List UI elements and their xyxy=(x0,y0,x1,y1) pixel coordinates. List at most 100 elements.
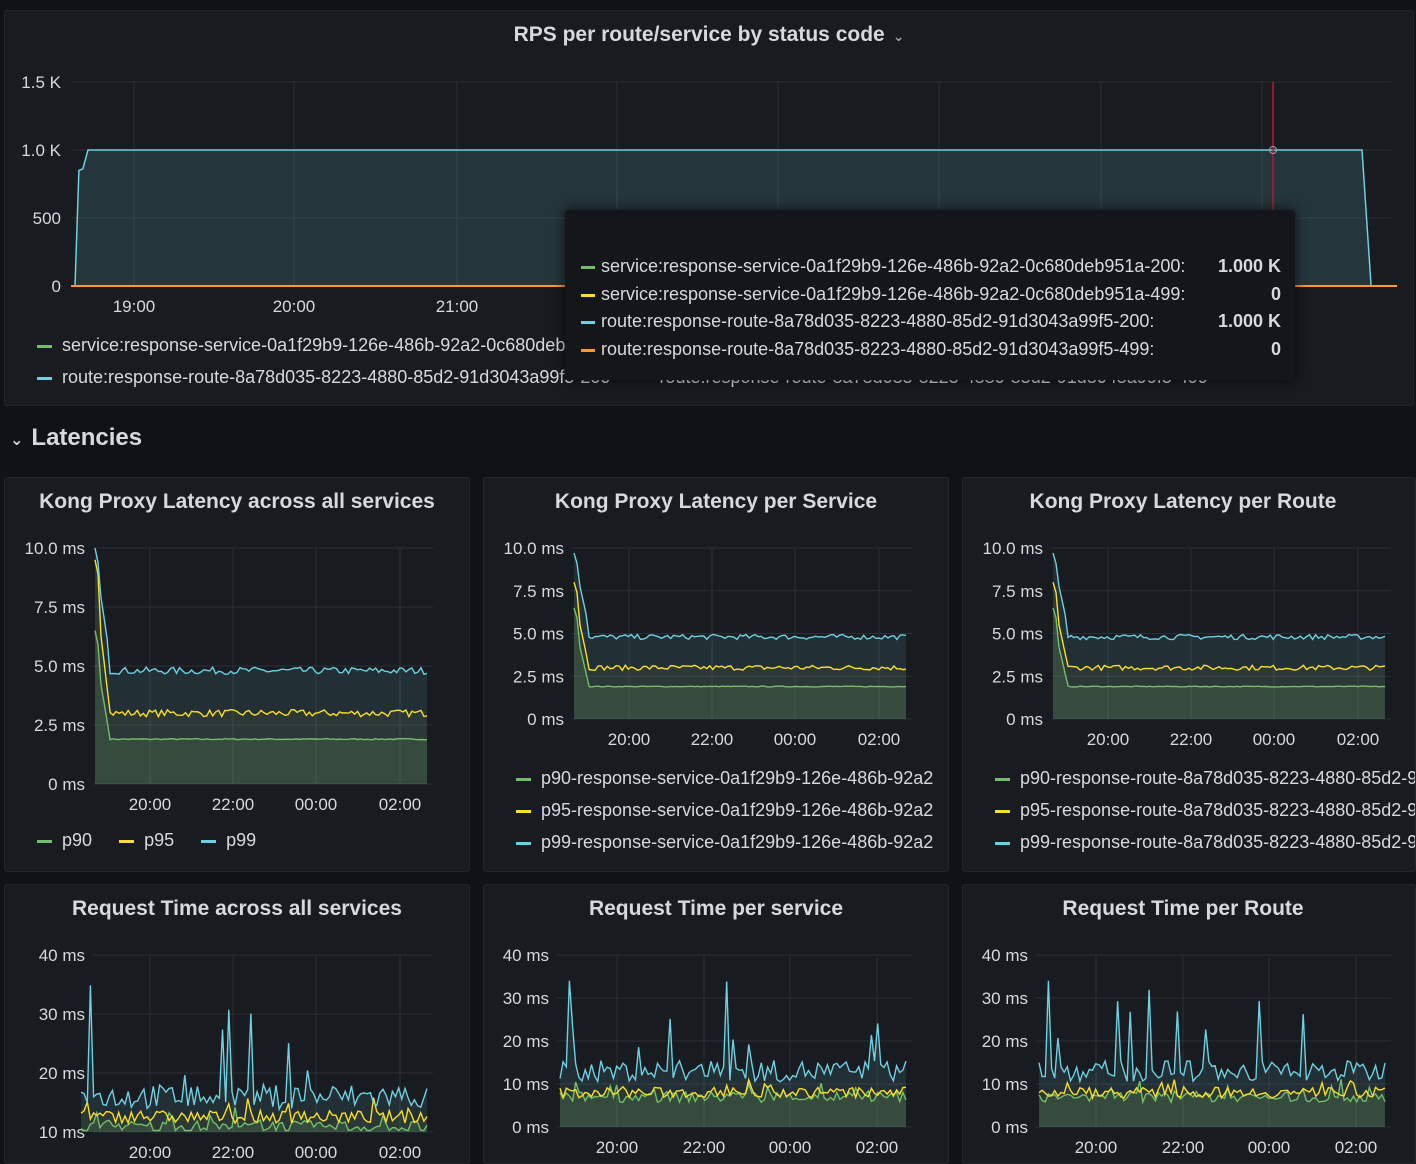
request-time-chart[interactable]: 40 ms 30 ms 20 ms 10 ms 20:00 22:00 00:00 02:00 xyxy=(5,885,470,1164)
series-area xyxy=(1053,607,1385,719)
y-tick-label: 7.5 ms xyxy=(513,582,564,601)
legend-item[interactable]: p90-response-service-0a1f29b9-126e-486b-… xyxy=(516,762,933,794)
y-tick-label: 5.0 ms xyxy=(992,625,1043,644)
legend-swatch xyxy=(201,839,217,843)
y-tick-label: 7.5 ms xyxy=(34,598,85,617)
series-area xyxy=(1039,980,1385,1127)
x-tick-label: 20:00 xyxy=(608,730,651,749)
panel-title[interactable]: Request Time per service xyxy=(588,897,844,920)
latency-panel-route: Kong Proxy Latency per Route 10.0 ms 7.5 … xyxy=(962,477,1416,872)
y-tick-label: 5.0 ms xyxy=(34,657,85,676)
series-area xyxy=(560,980,906,1127)
series-line xyxy=(1038,980,1386,1084)
panel-title[interactable]: RPS per route/service by status code ⌄ xyxy=(513,23,905,46)
y-tick-label: 1.0 K xyxy=(21,141,61,160)
y-tick-label: 10 ms xyxy=(39,1123,85,1142)
panel-title[interactable]: Request Time across all services xyxy=(72,897,402,920)
tooltip-swatch xyxy=(581,293,595,297)
x-tick-label: 02:00 xyxy=(379,1143,422,1162)
legend-item[interactable]: p99-response-route-8a78d035-8223-4880-85… xyxy=(995,826,1415,858)
series-line xyxy=(559,1081,907,1104)
legend-item[interactable]: p95 xyxy=(119,830,174,851)
series-area xyxy=(95,559,427,784)
x-tick-label: 19:00 xyxy=(113,297,156,316)
tooltip-swatch xyxy=(581,320,595,324)
request-time-chart[interactable]: 40 ms 30 ms 20 ms 10 ms 0 ms 20:00 22:00 00:00 0… xyxy=(484,885,949,1164)
legend-item[interactable]: p99 xyxy=(201,830,256,851)
hover-point xyxy=(1269,146,1277,154)
series-area xyxy=(81,985,427,1132)
x-tick-label: 00:00 xyxy=(295,795,338,814)
y-tick-label: 0 ms xyxy=(48,775,85,794)
y-tick-label: 20 ms xyxy=(503,1032,549,1051)
request-time-chart[interactable]: 40 ms 30 ms 20 ms 10 ms 0 ms 20:00 22:00 00:00 0… xyxy=(963,885,1416,1164)
y-tick-label: 10.0 ms xyxy=(504,539,564,558)
series-line xyxy=(573,582,907,672)
series-area xyxy=(1039,1079,1385,1127)
x-tick-label: 00:00 xyxy=(295,1143,338,1162)
series-line xyxy=(94,547,428,676)
latency-legend: p90 p95 p99 xyxy=(37,830,278,851)
request-time-panel-all: Request Time across all services 40 ms 30… xyxy=(4,884,470,1164)
legend-item[interactable]: p90-response-route-8a78d035-8223-4880-85… xyxy=(995,762,1415,794)
series-line xyxy=(80,1097,428,1125)
y-tick-label: 10 ms xyxy=(503,1075,549,1094)
graph-tooltip: service:response-service-0a1f29b9-126e-4… xyxy=(565,210,1295,380)
y-tick-label: 500 xyxy=(33,209,61,228)
latency-chart[interactable]: 10.0 ms 7.5 ms 5.0 ms 2.5 ms 0 ms 20:00 22:00 0… xyxy=(5,478,470,872)
series-line xyxy=(559,1077,907,1100)
legend-swatch xyxy=(119,839,135,843)
panel-title[interactable]: Request Time per Route xyxy=(1062,897,1304,920)
legend-swatch xyxy=(37,344,52,348)
y-tick-label: 40 ms xyxy=(982,946,1028,965)
y-tick-label: 2.5 ms xyxy=(992,667,1043,686)
x-tick-label: 20:00 xyxy=(129,795,172,814)
x-tick-label: 00:00 xyxy=(1248,1138,1291,1157)
series-line xyxy=(1052,607,1386,688)
x-tick-label: 22:00 xyxy=(1170,730,1213,749)
series-line xyxy=(80,985,428,1112)
y-tick-label: 0 ms xyxy=(512,1118,549,1137)
latency-chart[interactable]: 10.0 ms 7.5 ms 5.0 ms 2.5 ms 0 ms 20:00 22:00 0… xyxy=(484,478,949,872)
series-line xyxy=(1052,582,1386,672)
series-line xyxy=(94,630,427,741)
y-tick-label: 30 ms xyxy=(39,1005,85,1024)
legend-swatch xyxy=(995,809,1010,813)
latency-legend: p90-response-route-8a78d035-8223-4880-85… xyxy=(995,762,1415,858)
legend-item[interactable]: p90 xyxy=(37,830,92,851)
latency-chart[interactable]: 10.0 ms 7.5 ms 5.0 ms 2.5 ms 0 ms 20:00 22:00 0… xyxy=(963,478,1416,872)
x-tick-label: 22:00 xyxy=(683,1138,726,1157)
y-tick-label: 7.5 ms xyxy=(992,582,1043,601)
x-tick-label: 22:00 xyxy=(691,730,734,749)
x-tick-label: 22:00 xyxy=(212,795,255,814)
panel-title[interactable]: Kong Proxy Latency per Service xyxy=(554,490,878,513)
legend-item[interactable]: service:response-service-0a1f29b9-126e-4… xyxy=(37,329,1208,361)
legend-item[interactable]: p95-response-service-0a1f29b9-126e-486b-… xyxy=(516,794,933,826)
panel-title[interactable]: Kong Proxy Latency per Route xyxy=(1029,490,1337,513)
series-area xyxy=(574,582,906,719)
series-area xyxy=(81,1107,427,1132)
panel-title[interactable]: Kong Proxy Latency across all services xyxy=(39,490,435,513)
legend-item[interactable]: p99-response-service-0a1f29b9-126e-486b-… xyxy=(516,826,933,858)
y-tick-label: 20 ms xyxy=(982,1032,1028,1051)
latency-panel-service: Kong Proxy Latency per Service 10.0 ms 7.… xyxy=(483,477,949,872)
legend-swatch xyxy=(995,841,1010,845)
series-area xyxy=(95,548,427,784)
y-tick-label: 20 ms xyxy=(39,1064,85,1083)
x-tick-label: 21:00 xyxy=(436,297,479,316)
y-tick-label: 2.5 ms xyxy=(513,667,564,686)
y-tick-label: 30 ms xyxy=(982,989,1028,1008)
legend-item[interactable]: p95-response-route-8a78d035-8223-4880-85… xyxy=(995,794,1415,826)
legend-swatch xyxy=(37,376,52,380)
row-header-latencies[interactable]: ⌄ Latencies xyxy=(10,424,143,451)
request-time-panel-service: Request Time per service 40 ms 30 ms 20 ms… xyxy=(483,884,949,1164)
latency-legend: p90-response-service-0a1f29b9-126e-486b-… xyxy=(516,762,933,858)
series-area xyxy=(574,607,906,719)
y-tick-label: 10.0 ms xyxy=(983,539,1043,558)
legend-swatch xyxy=(516,777,531,781)
x-tick-label: 20:00 xyxy=(1075,1138,1118,1157)
series-line xyxy=(94,559,428,719)
x-tick-label: 02:00 xyxy=(1337,730,1380,749)
chevron-down-icon[interactable]: ⌄ xyxy=(892,28,905,44)
legend-swatch xyxy=(516,841,531,845)
